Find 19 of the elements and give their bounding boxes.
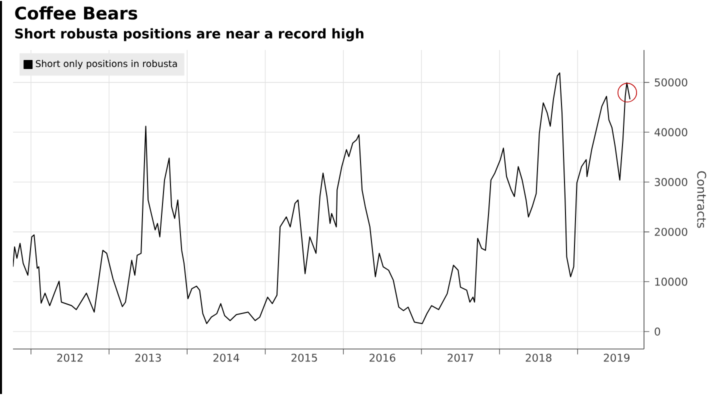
x-tick-label: 2016 (370, 354, 396, 362)
y-tick-label: 50000 (654, 78, 688, 86)
x-tick-label: 2019 (604, 354, 630, 362)
y-tick-label: 10000 (655, 278, 688, 286)
y-tick-label: 20000 (654, 228, 688, 236)
x-tick-label: 2017 (448, 354, 474, 362)
y-tick-label: 30000 (654, 178, 688, 186)
y-tick-label: 40000 (654, 128, 688, 136)
y-tick-label: 0 (654, 328, 660, 336)
y-axis-title: Contracts (697, 171, 706, 228)
chart-title: Coffee Bears (15, 6, 138, 20)
x-tick-label: 2015 (292, 354, 317, 362)
x-tick-label: 2018 (526, 354, 552, 362)
legend-label: Short only positions in robusta (36, 60, 177, 69)
line-series (13, 72, 630, 324)
chart-subtitle: Short robusta positions are near a record high (15, 28, 364, 42)
x-tick-label: 2013 (135, 354, 161, 362)
x-tick-label: 2014 (213, 354, 240, 362)
x-tick-label: 2012 (57, 354, 83, 362)
